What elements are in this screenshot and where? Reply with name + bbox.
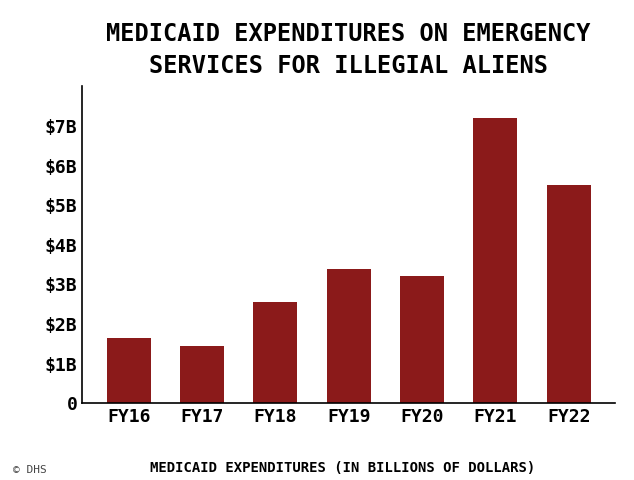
Bar [474, 118, 517, 403]
Bar [254, 302, 297, 403]
Bar [400, 276, 444, 403]
Text: © DHS: © DHS [13, 465, 46, 475]
Bar [180, 346, 224, 403]
Title: MEDICAID EXPENDITURES ON EMERGENCY
SERVICES FOR ILLEGIAL ALIENS: MEDICAID EXPENDITURES ON EMERGENCY SERVI… [107, 22, 591, 77]
Bar [547, 185, 591, 403]
Bar [107, 338, 151, 403]
Bar [327, 269, 371, 403]
Text: MEDICAID EXPENDITURES (IN BILLIONS OF DOLLARS): MEDICAID EXPENDITURES (IN BILLIONS OF DO… [150, 461, 535, 475]
